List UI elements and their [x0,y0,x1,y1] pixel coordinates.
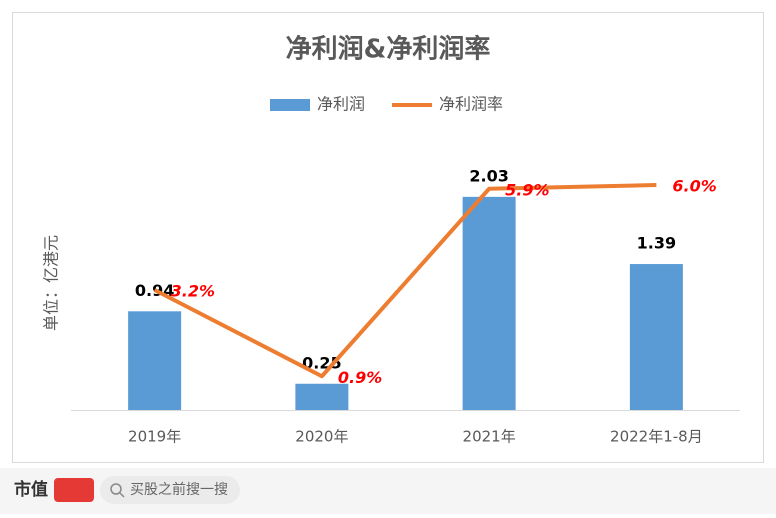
legend-swatch [270,99,310,111]
line-value-label: 0.9% [338,368,382,387]
brand-logo [54,478,94,502]
search-icon-handle [119,492,125,498]
legend-label: 净利润 [317,95,365,114]
line-value-label: 6.0% [672,177,716,196]
line [153,183,657,379]
line-value-label: 5.9% [505,180,549,199]
bar [295,383,349,410]
legend-label: 净利润率 [439,95,503,114]
bar [629,264,683,410]
chart-title: 净利润&净利润率 [286,34,491,65]
bar-value-label: 2.03 [469,166,508,185]
search-placeholder: 买股之前搜一搜 [130,481,228,498]
x-tick-label: 2021年 [463,428,516,446]
line-value-label: 3.2% [171,282,215,301]
bar [462,196,516,410]
x-tick-label: 2020年 [295,428,348,446]
bar-value-label: 1.39 [637,234,676,253]
search-icon [110,483,122,495]
search-box[interactable] [100,476,240,504]
x-tick-label: 2022年1-8月 [610,428,703,446]
bar [128,311,182,410]
y-axis-label: 单位：亿港元 [42,235,61,331]
brand: 市值 [14,479,48,500]
x-tick-label: 2019年 [128,428,181,446]
